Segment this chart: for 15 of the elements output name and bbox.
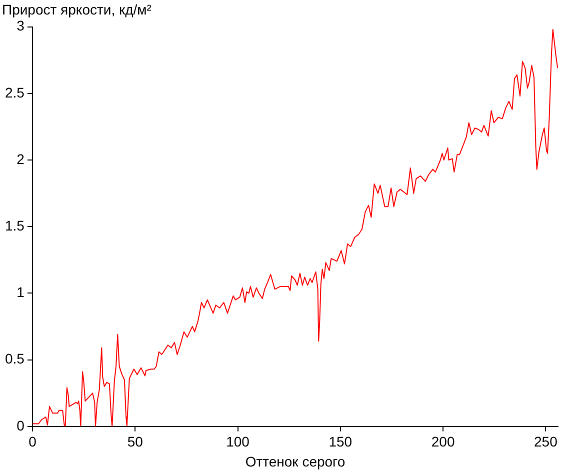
x-tick-label: 200: [431, 434, 455, 450]
y-tick-label: 1.5: [4, 217, 25, 234]
y-tick-label: 3: [16, 18, 25, 34]
y-tick-label: 0: [16, 417, 25, 434]
x-tick-label: 150: [328, 434, 352, 450]
x-tick-label: 250: [534, 434, 558, 450]
y-tick-label: 2.5: [4, 84, 25, 100]
y-axis-title: Прирост яркости, кд/м²: [2, 1, 152, 18]
y-tick-label: 2: [16, 150, 25, 167]
x-axis-title: Оттенок серого: [245, 453, 346, 470]
x-tick-label: 100: [226, 434, 250, 450]
y-tick-label: 1: [16, 284, 25, 300]
x-tick-label: 50: [127, 434, 144, 450]
y-tick-label: 0.5: [4, 350, 25, 367]
x-tick-label: 0: [28, 434, 37, 450]
